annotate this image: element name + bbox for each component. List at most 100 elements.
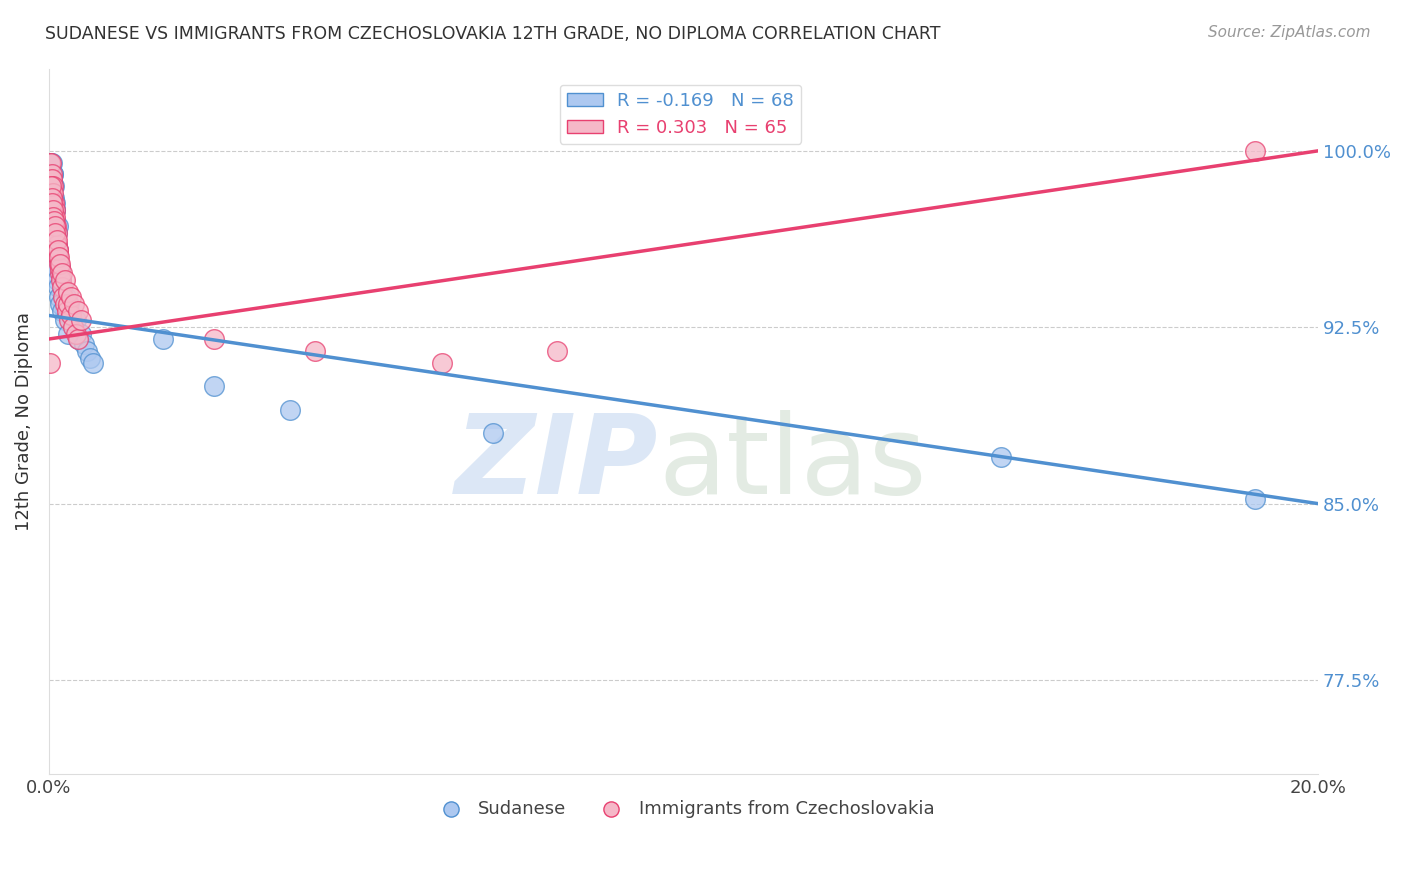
Point [69,327,91,342]
Point [49,266,72,280]
Text: SUDANESE VS IMMIGRANTS FROM CZECHOSLOVAKIA 12TH GRADE, NO DIPLOMA CORRELATION CH: SUDANESE VS IMMIGRANTS FROM CZECHOSLOVAK… [45,25,941,43]
Point [46,280,69,294]
Point [42,167,65,181]
Point [66,303,89,318]
Point [51,285,73,299]
Point [60,290,83,304]
Point [44,210,66,224]
Point [41,172,63,186]
Point [42,179,65,194]
Point [42,257,65,271]
Point [45,238,67,252]
Point [45,226,67,240]
Point [49,273,72,287]
Point [1243,491,1265,506]
Point [482,426,505,441]
Point [42,179,65,194]
Point [82,355,104,369]
Point [60,313,83,327]
Point [45,273,67,287]
Point [45,226,67,240]
Point [39,155,62,169]
Point [65,313,87,327]
Point [44,202,66,217]
Point [44,219,66,233]
Point [41,167,63,181]
Point [39,172,62,186]
Point [73,336,96,351]
Point [52,290,75,304]
Point [42,195,65,210]
Point [39,167,62,181]
Point [41,186,63,201]
Point [41,179,63,194]
Point [42,186,65,201]
Point [42,214,65,228]
Point [46,238,69,252]
Point [1243,144,1265,158]
Point [41,191,63,205]
Point [52,290,75,304]
Point [44,202,66,217]
Point [42,210,65,224]
Point [56,296,79,310]
Point [42,202,65,217]
Point [48,250,70,264]
Point [49,296,72,310]
Point [39,226,62,240]
Point [42,179,65,194]
Point [65,327,87,342]
Point [42,179,65,194]
Text: ZIP: ZIP [454,410,658,517]
Point [58,296,80,310]
Point [42,191,65,205]
Point [44,261,66,276]
Point [56,285,79,299]
Point [42,210,65,224]
Point [304,343,326,358]
Point [53,313,76,327]
Point [56,327,79,342]
Point [48,243,70,257]
Point [53,273,76,287]
Point [79,351,101,365]
Point [48,257,70,271]
Point [55,290,77,304]
Legend: Sudanese, Immigrants from Czechoslovakia: Sudanese, Immigrants from Czechoslovakia [426,793,942,825]
Point [39,355,62,369]
Point [48,219,70,233]
Point [56,309,79,323]
Point [53,303,76,318]
Point [278,402,301,417]
Point [49,266,72,280]
Point [44,266,66,280]
Point [152,332,174,346]
Point [45,219,67,233]
Point [45,226,67,240]
Point [49,273,72,287]
Point [44,195,66,210]
Point [76,343,98,358]
Point [52,296,75,310]
Point [46,243,69,257]
Point [46,238,69,252]
Point [63,296,86,310]
Point [41,243,63,257]
Point [41,238,63,252]
Point [62,320,84,334]
Point [41,167,63,181]
Point [44,202,66,217]
Point [48,290,70,304]
Point [69,313,91,327]
Point [49,257,72,271]
Point [42,202,65,217]
Point [51,266,73,280]
Point [44,219,66,233]
Point [39,155,62,169]
Point [202,379,225,393]
Point [49,261,72,276]
Point [202,332,225,346]
Point [42,214,65,228]
Point [45,233,67,247]
Text: atlas: atlas [658,410,927,517]
